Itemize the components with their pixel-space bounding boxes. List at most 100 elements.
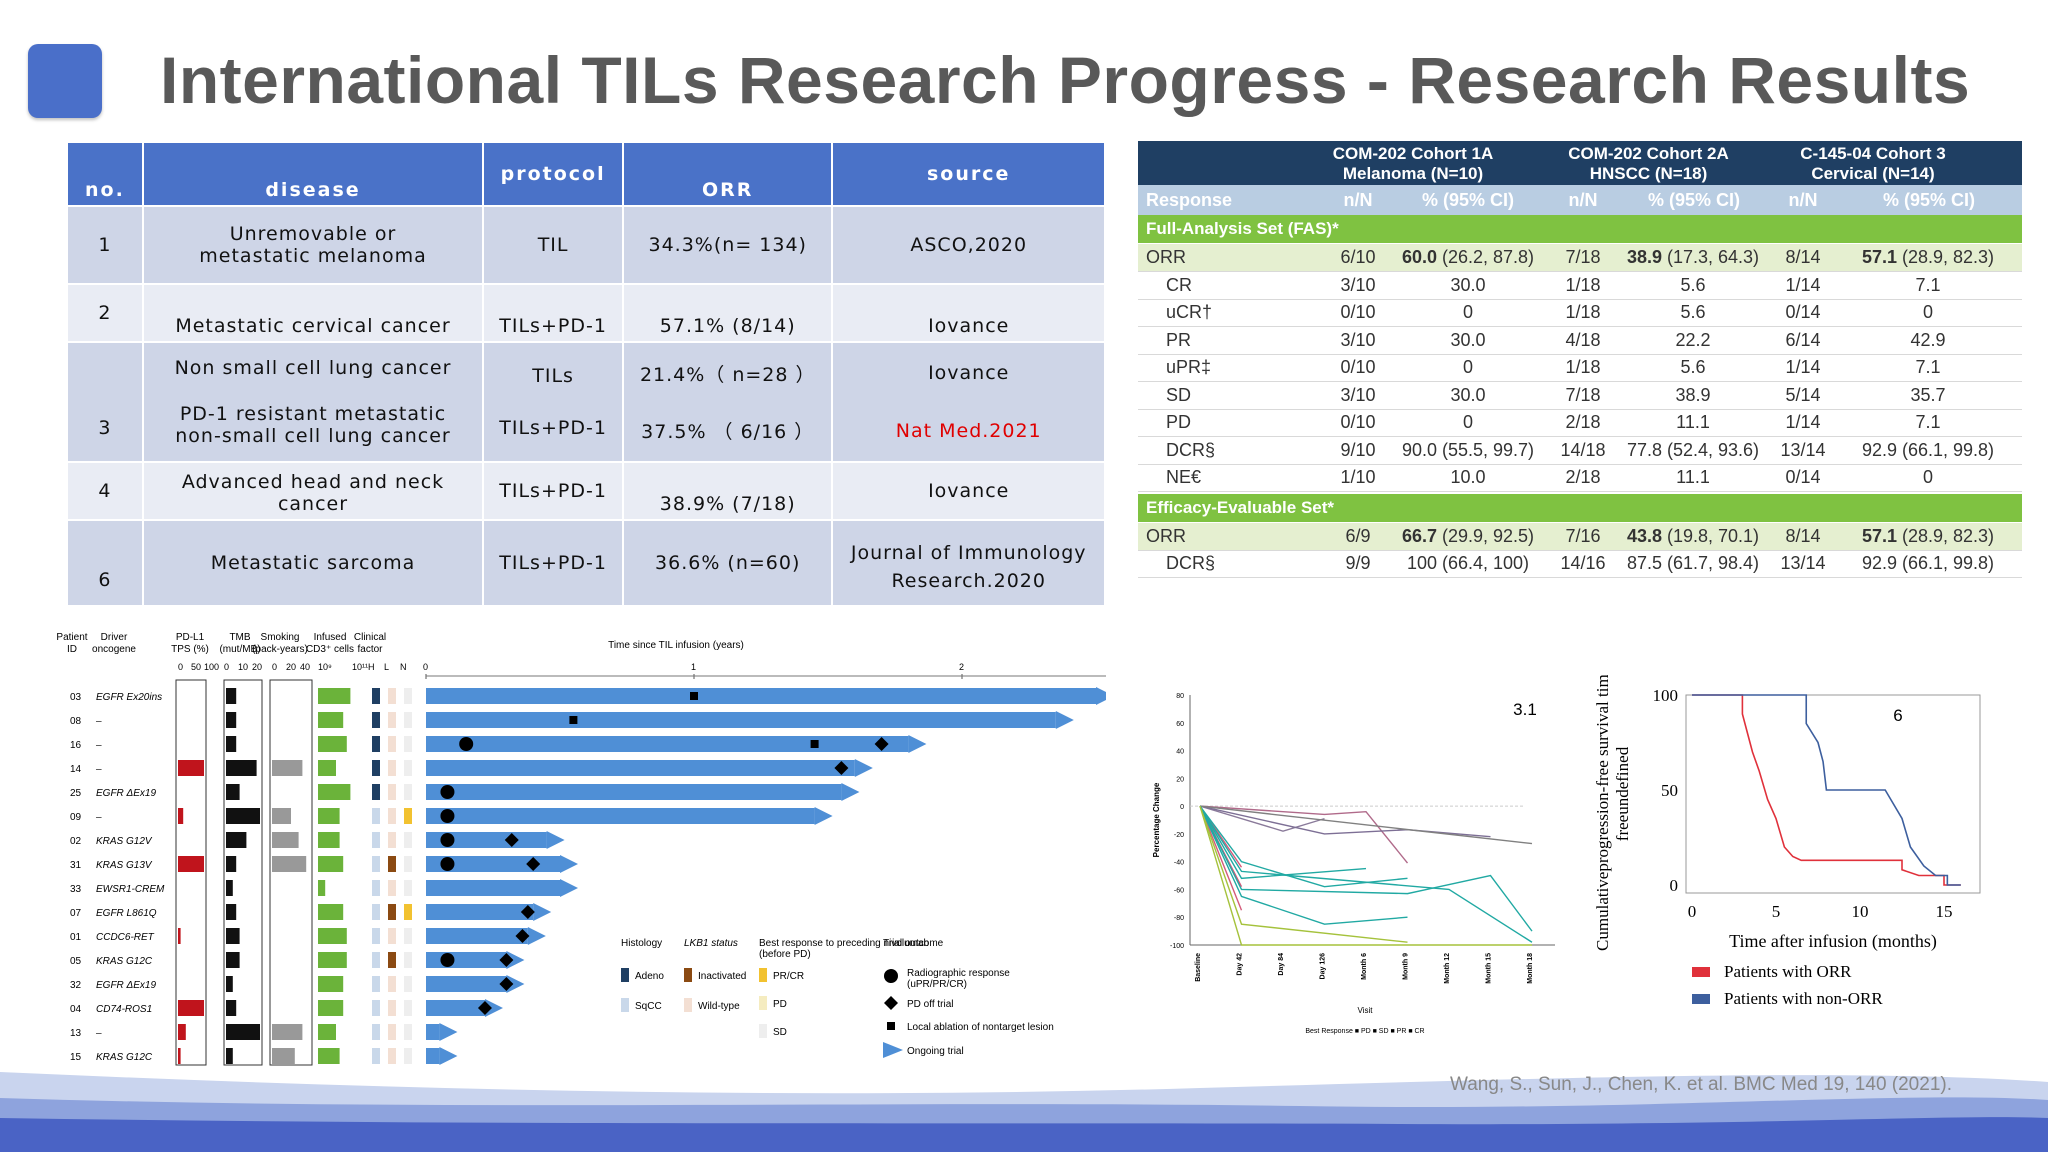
swimmer-col-header: TPS (%) xyxy=(171,644,209,655)
efficacy-nn-cell: 1/18 xyxy=(1565,357,1601,377)
efficacy-nn-cell: 1/14 xyxy=(1785,357,1821,377)
ongoing-arrow xyxy=(484,999,503,1017)
cd3-bar xyxy=(318,808,340,824)
cd3-bar xyxy=(318,832,340,848)
driver-oncogene: EWSR1-CREM xyxy=(96,884,165,895)
cell-orr-a: 21.4%（ n=28 ） xyxy=(639,364,816,386)
efficacy-row-label: uCR† xyxy=(1166,302,1213,322)
spider-series-line xyxy=(1199,805,1325,832)
patient-id: 07 xyxy=(70,908,82,919)
tmb-bar xyxy=(226,712,237,728)
response-marker xyxy=(440,785,455,799)
swim-lane-bar xyxy=(426,976,507,992)
driver-oncogene: EGFR L861Q xyxy=(96,908,157,919)
subheader-pct-1: % (95% CI) xyxy=(1421,190,1515,210)
best-response-cell xyxy=(404,1048,412,1064)
spider-y-tick: -80 xyxy=(1174,915,1184,922)
cell-source: ASCO,2020 xyxy=(831,205,1106,285)
tmb-bar xyxy=(226,1000,237,1016)
spider-x-tick: Month 6 xyxy=(1361,953,1368,980)
table-row: 2 Metastatic cervical cancer TILs+PD-1 5… xyxy=(66,283,1106,343)
pfs-legend-non-orr: Patients with non-ORR xyxy=(1724,989,1883,1008)
cell-source: Iovance xyxy=(831,461,1106,521)
efficacy-nn-cell: 9/9 xyxy=(1345,553,1371,573)
efficacy-nn-cell: 7/16 xyxy=(1565,525,1601,546)
efficacy-row: CR 3/10 1/18 1/14 30.0 5.6 7.1 xyxy=(1138,272,2022,300)
subheader-nn-1: n/N xyxy=(1343,190,1373,210)
legend-title: (before PD) xyxy=(759,949,811,960)
efficacy-nn-cell: 1/14 xyxy=(1785,274,1821,295)
histology-cell xyxy=(372,1000,380,1016)
efficacy-pct-cell: 0 xyxy=(1922,302,1933,322)
cd3-bar xyxy=(318,856,344,872)
cell-orr: 57.1% (8/14) xyxy=(622,283,834,343)
efficacy-nn-cell: 13/14 xyxy=(1780,553,1826,573)
table-row: 3 Non small cell lung cancer PD-1 resist… xyxy=(66,341,1106,463)
histology-cell xyxy=(372,856,380,872)
spider-x-tick: Baseline xyxy=(1195,953,1202,982)
pdl1-bar xyxy=(178,1048,181,1064)
time-tick: 1 xyxy=(691,662,696,672)
swim-lane-bar xyxy=(426,904,534,920)
patient-id: 33 xyxy=(70,884,82,895)
efficacy-pct-cell: 22.2 xyxy=(1675,329,1711,350)
swimmer-col-header: factor xyxy=(357,644,383,655)
efficacy-row: PD 0/10 2/18 1/14 0 11.1 7.1 xyxy=(1138,409,2022,437)
spider-series-line xyxy=(1199,805,1533,943)
cell-disease: Unremovable or metastatic melanoma xyxy=(141,205,485,285)
ongoing-arrow xyxy=(814,807,833,825)
efficacy-nn-cell: 1/10 xyxy=(1340,467,1376,487)
efficacy-pct-cell: 38.9 xyxy=(1675,384,1711,405)
efficacy-row-label: DCR§ xyxy=(1166,439,1216,460)
fas-section-label: Full-Analysis Set (FAS)* xyxy=(1138,215,2022,243)
clinical-tick: L xyxy=(384,662,389,672)
cell-no: 6 xyxy=(66,519,144,607)
spider-x-tick: Month 18 xyxy=(1527,953,1534,984)
legend-ablation-marker xyxy=(887,1022,895,1030)
efficacy-row: PR 3/10 4/18 6/14 30.0 22.2 42.9 xyxy=(1138,327,2022,355)
efficacy-pct-cell: 60.0 (26.2, 87.8) xyxy=(1401,247,1535,267)
driver-oncogene: – xyxy=(95,812,102,823)
spider-ylabel: Percentage Change xyxy=(1152,782,1161,857)
efficacy-row-label: NE€ xyxy=(1166,467,1202,487)
legend-swatch xyxy=(684,968,692,982)
tmb-bar xyxy=(226,808,260,824)
histology-cell xyxy=(372,952,380,968)
ongoing-arrow xyxy=(854,759,873,777)
lkb1-cell xyxy=(388,808,396,824)
efficacy-row: NE€ 1/10 2/18 0/14 10.0 11.1 0 xyxy=(1138,464,2022,492)
swim-lane-bar xyxy=(426,760,855,776)
logo-square xyxy=(28,44,102,118)
spider-y-tick: 40 xyxy=(1176,749,1184,756)
efficacy-pct-cell: 5.6 xyxy=(1680,302,1706,322)
smoking-bar xyxy=(272,832,299,848)
efficacy-table: COM-202 Cohort 1A Melanoma (N=10) COM-20… xyxy=(1138,141,2022,583)
swimmer-col-header: PD-L1 xyxy=(176,632,205,643)
best-response-cell xyxy=(404,856,412,872)
citation-text: Wang, S., Sun, J., Chen, K. et al. BMC M… xyxy=(1450,1074,1952,1095)
spider-y-tick: 80 xyxy=(1176,693,1184,700)
legend-pd-marker xyxy=(884,996,898,1010)
ongoing-arrow xyxy=(527,927,546,945)
legend-label: Wild-type xyxy=(698,1001,740,1012)
best-response-cell xyxy=(404,760,412,776)
legend-swatch xyxy=(684,998,692,1012)
time-tick: 2 xyxy=(959,662,964,672)
spider-series-line xyxy=(1199,805,1533,932)
ablation-marker xyxy=(690,692,698,700)
efficacy-row: ORR 6/10 7/18 8/14 60.0 (26.2, 87.8) 38.9 (17… xyxy=(1138,244,2022,272)
best-response-cell xyxy=(404,880,412,896)
legend-label: SqCC xyxy=(635,1001,662,1012)
header-source: source xyxy=(831,141,1106,207)
pfs-xlabel: Time after infusion (months) xyxy=(1729,931,1937,952)
legend-label: PR/CR xyxy=(773,971,804,982)
pfs-ylabel-2: freeundefined xyxy=(1613,746,1632,841)
pd-marker xyxy=(499,977,514,991)
efficacy-nn-cell: 0/14 xyxy=(1785,302,1821,322)
cell-disease: Metastatic sarcoma xyxy=(141,519,485,607)
cell-disease: Metastatic cervical cancer xyxy=(141,283,485,343)
best-response-cell xyxy=(404,784,412,800)
efficacy-row-label: ORR xyxy=(1146,525,1186,546)
driver-oncogene: – xyxy=(95,716,102,727)
legend-label: Local ablation of nontarget lesion xyxy=(907,1022,1054,1033)
